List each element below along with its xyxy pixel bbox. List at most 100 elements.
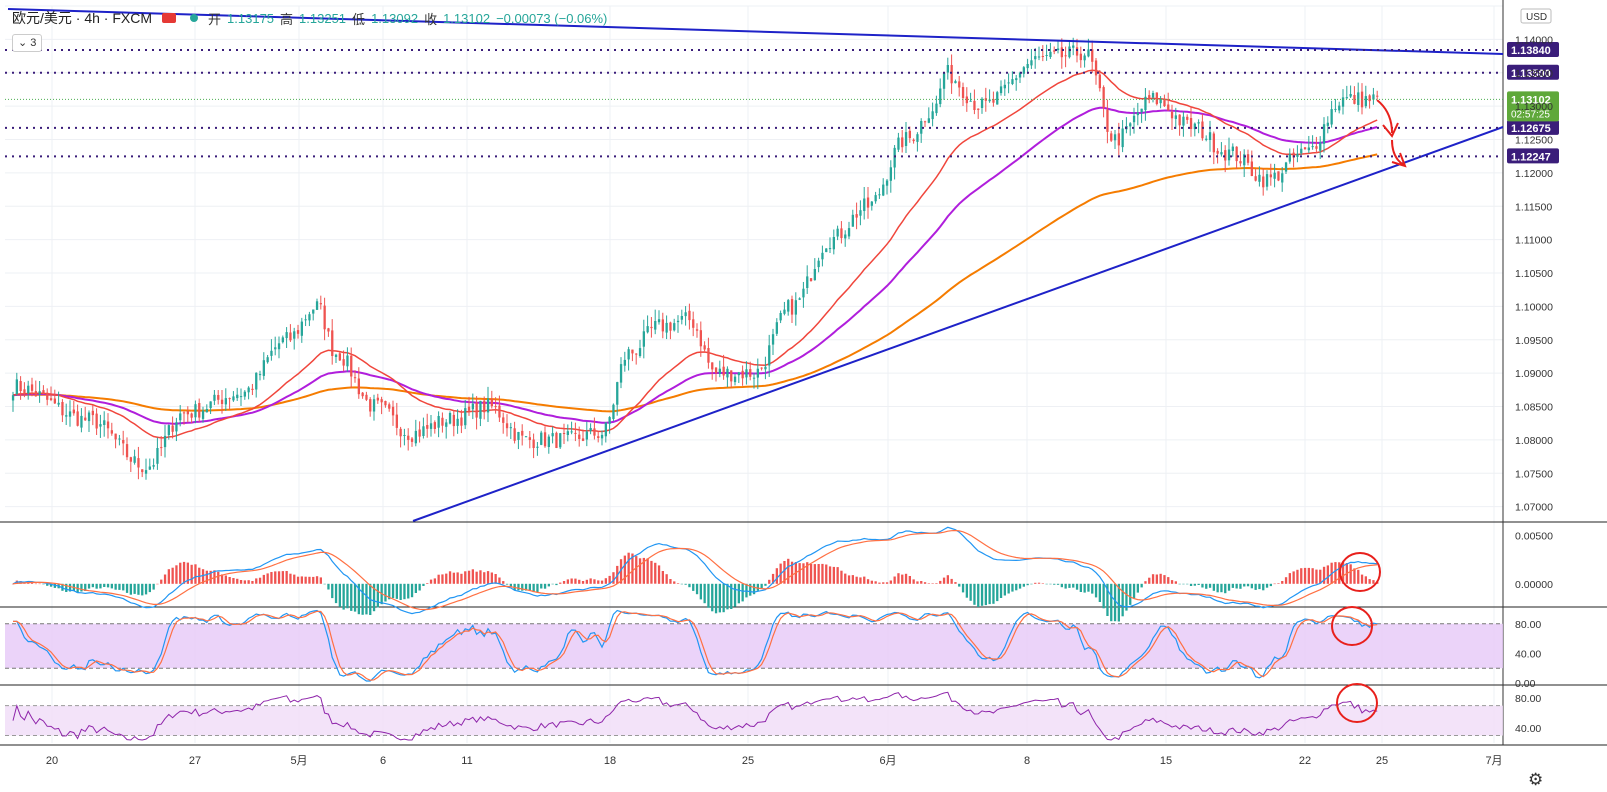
candle — [228, 398, 231, 400]
candle — [1106, 109, 1109, 132]
macd-bar — [1030, 583, 1033, 585]
candle — [410, 438, 414, 442]
candle — [817, 260, 820, 268]
candle — [532, 439, 535, 448]
candle — [977, 108, 980, 110]
macd-bar — [110, 583, 113, 589]
macd-bar — [1015, 583, 1018, 591]
candle — [331, 330, 334, 356]
candle — [152, 465, 155, 467]
macd-bar — [638, 558, 642, 584]
candle — [1064, 55, 1067, 57]
macd-bar — [1315, 569, 1318, 584]
candle — [483, 400, 486, 413]
macd-bar — [1201, 583, 1204, 588]
candle — [247, 387, 250, 393]
candle — [87, 412, 91, 422]
candle — [1026, 64, 1029, 69]
macd-bar — [198, 567, 201, 584]
rsi-tick-label: 80.00 — [1515, 693, 1541, 705]
symbol-title[interactable]: 欧元/美元 · 4h · FXCM — [12, 10, 153, 26]
candle — [498, 405, 501, 418]
rsi-line — [12, 691, 1378, 741]
macd-bar — [247, 580, 250, 584]
candle — [1197, 122, 1200, 124]
candle — [205, 409, 208, 413]
candle — [1330, 109, 1333, 125]
candle — [730, 370, 733, 382]
macd-bar — [1296, 569, 1299, 584]
candle — [57, 402, 60, 405]
candle — [593, 428, 596, 436]
candle — [122, 440, 125, 444]
candle — [1269, 174, 1272, 178]
candle — [129, 457, 132, 462]
price-tick-label: 1.09000 — [1515, 368, 1553, 380]
macd-bar — [171, 567, 174, 584]
candle — [467, 406, 471, 411]
gear-icon[interactable]: ⚙ — [1528, 770, 1544, 789]
time-tick-label: 25 — [1376, 755, 1388, 767]
macd-bar — [1170, 580, 1174, 584]
candle — [437, 416, 440, 428]
time-tick-label: 18 — [604, 755, 616, 767]
candle — [939, 88, 942, 105]
macd-bar — [1284, 577, 1288, 584]
macd-bar — [1056, 583, 1060, 585]
price-tick-label: 1.11500 — [1515, 201, 1552, 213]
macd-bar — [270, 572, 273, 584]
macd-bar — [790, 561, 794, 584]
macd-bar — [255, 578, 258, 584]
candle — [1368, 95, 1371, 102]
macd-bar — [954, 582, 957, 584]
candle — [844, 234, 847, 239]
candle — [209, 401, 212, 409]
macd-bar — [604, 578, 607, 584]
macd-bar — [1026, 583, 1029, 586]
macd-bar — [711, 583, 714, 612]
candle — [638, 348, 642, 356]
annotation-circle — [1339, 552, 1381, 592]
candle — [1239, 161, 1242, 164]
countdown-label: 02:57:25 — [1511, 109, 1550, 120]
candle — [908, 130, 911, 139]
candle — [1338, 105, 1341, 111]
candle — [798, 298, 801, 300]
macd-bar — [916, 581, 919, 584]
candle — [1224, 150, 1227, 161]
macd-bar — [376, 583, 379, 608]
candle — [464, 408, 467, 426]
annotation-circle — [1331, 606, 1373, 646]
candle — [528, 437, 531, 440]
macd-bar — [65, 583, 68, 592]
macd-bar — [1125, 583, 1128, 611]
candle — [1273, 172, 1276, 179]
candle — [258, 374, 262, 376]
macd-bar — [1262, 583, 1265, 591]
macd-bar — [741, 583, 744, 602]
macd-bar — [46, 583, 49, 586]
macd-bar — [878, 582, 881, 584]
indicators-toggle-button[interactable]: ⌄ 3 — [12, 34, 43, 52]
level-badge — [1507, 64, 1559, 80]
macd-bar — [1049, 583, 1052, 585]
macd-bar — [726, 583, 729, 610]
macd-bar — [714, 583, 718, 614]
macd-bar — [1277, 583, 1280, 584]
macd-bar — [312, 576, 315, 584]
candle — [251, 388, 254, 390]
candle — [559, 433, 562, 448]
candle — [851, 214, 854, 227]
candle — [342, 359, 345, 366]
currency-badge — [1520, 8, 1552, 24]
macd-bar — [1216, 583, 1219, 593]
candle — [1216, 150, 1219, 154]
candle — [695, 329, 699, 331]
macd-line — [12, 526, 1378, 615]
candle — [931, 111, 934, 120]
candle — [95, 413, 98, 429]
candle — [262, 360, 265, 376]
candle — [281, 337, 284, 343]
candle — [1151, 93, 1155, 98]
